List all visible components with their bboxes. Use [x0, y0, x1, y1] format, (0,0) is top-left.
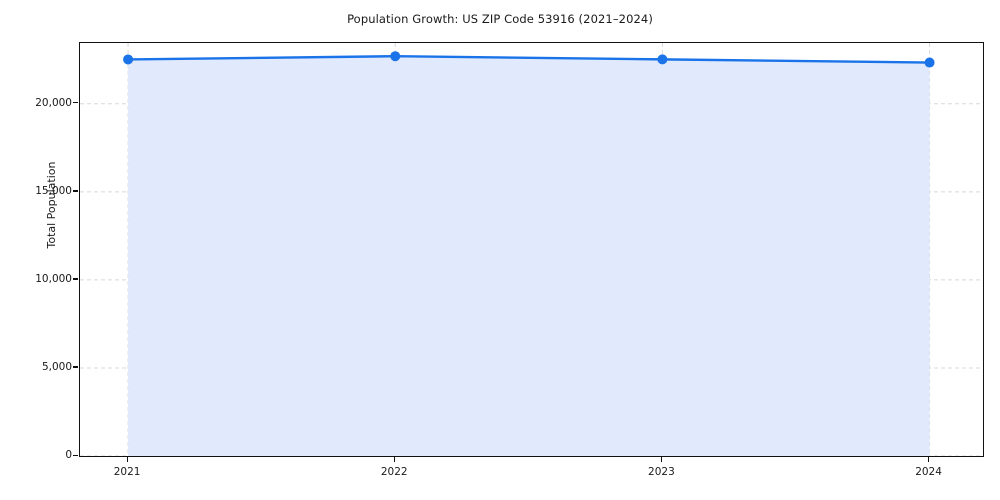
data-point-marker[interactable]	[924, 57, 935, 68]
x-axis-tick-label: 2024	[915, 466, 942, 478]
y-axis-tick-label: 20,000	[35, 96, 72, 109]
y-axis-tick-label: 0	[65, 449, 72, 461]
y-axis-tick-label: 15,000	[35, 184, 72, 197]
data-point-marker[interactable]	[657, 54, 668, 65]
x-axis-tick-label: 2022	[380, 466, 408, 478]
plot-svg	[80, 43, 983, 456]
data-point-markers[interactable]	[123, 51, 935, 68]
x-axis-tick-mark	[126, 457, 128, 462]
data-point-marker[interactable]	[123, 54, 134, 65]
x-axis-tick-label: 2021	[113, 466, 141, 478]
x-axis-tick-mark	[660, 457, 663, 462]
y-axis-tick-label: 10,000	[35, 272, 72, 285]
x-axis-tick-label: 2023	[648, 466, 675, 478]
y-axis-tick-label: 5,000	[41, 360, 72, 373]
y-axis-tick-mark	[73, 102, 78, 104]
data-point-marker[interactable]	[390, 51, 401, 62]
x-axis-tick-mark	[393, 457, 395, 462]
data-line	[126, 55, 931, 64]
y-axis-tick-mark	[73, 366, 78, 368]
y-axis-ticks: 0 5,000 10,000 15,000 20,000	[0, 0, 78, 500]
plot-area	[79, 42, 984, 457]
x-axis-tick-mark	[928, 457, 930, 462]
y-axis-tick-mark	[73, 454, 78, 456]
y-axis-tick-mark	[73, 190, 78, 192]
y-axis-tick-mark	[73, 278, 78, 280]
chart-title: Population Growth: US ZIP Code 53916 (20…	[347, 12, 653, 26]
area-fill	[128, 56, 930, 456]
